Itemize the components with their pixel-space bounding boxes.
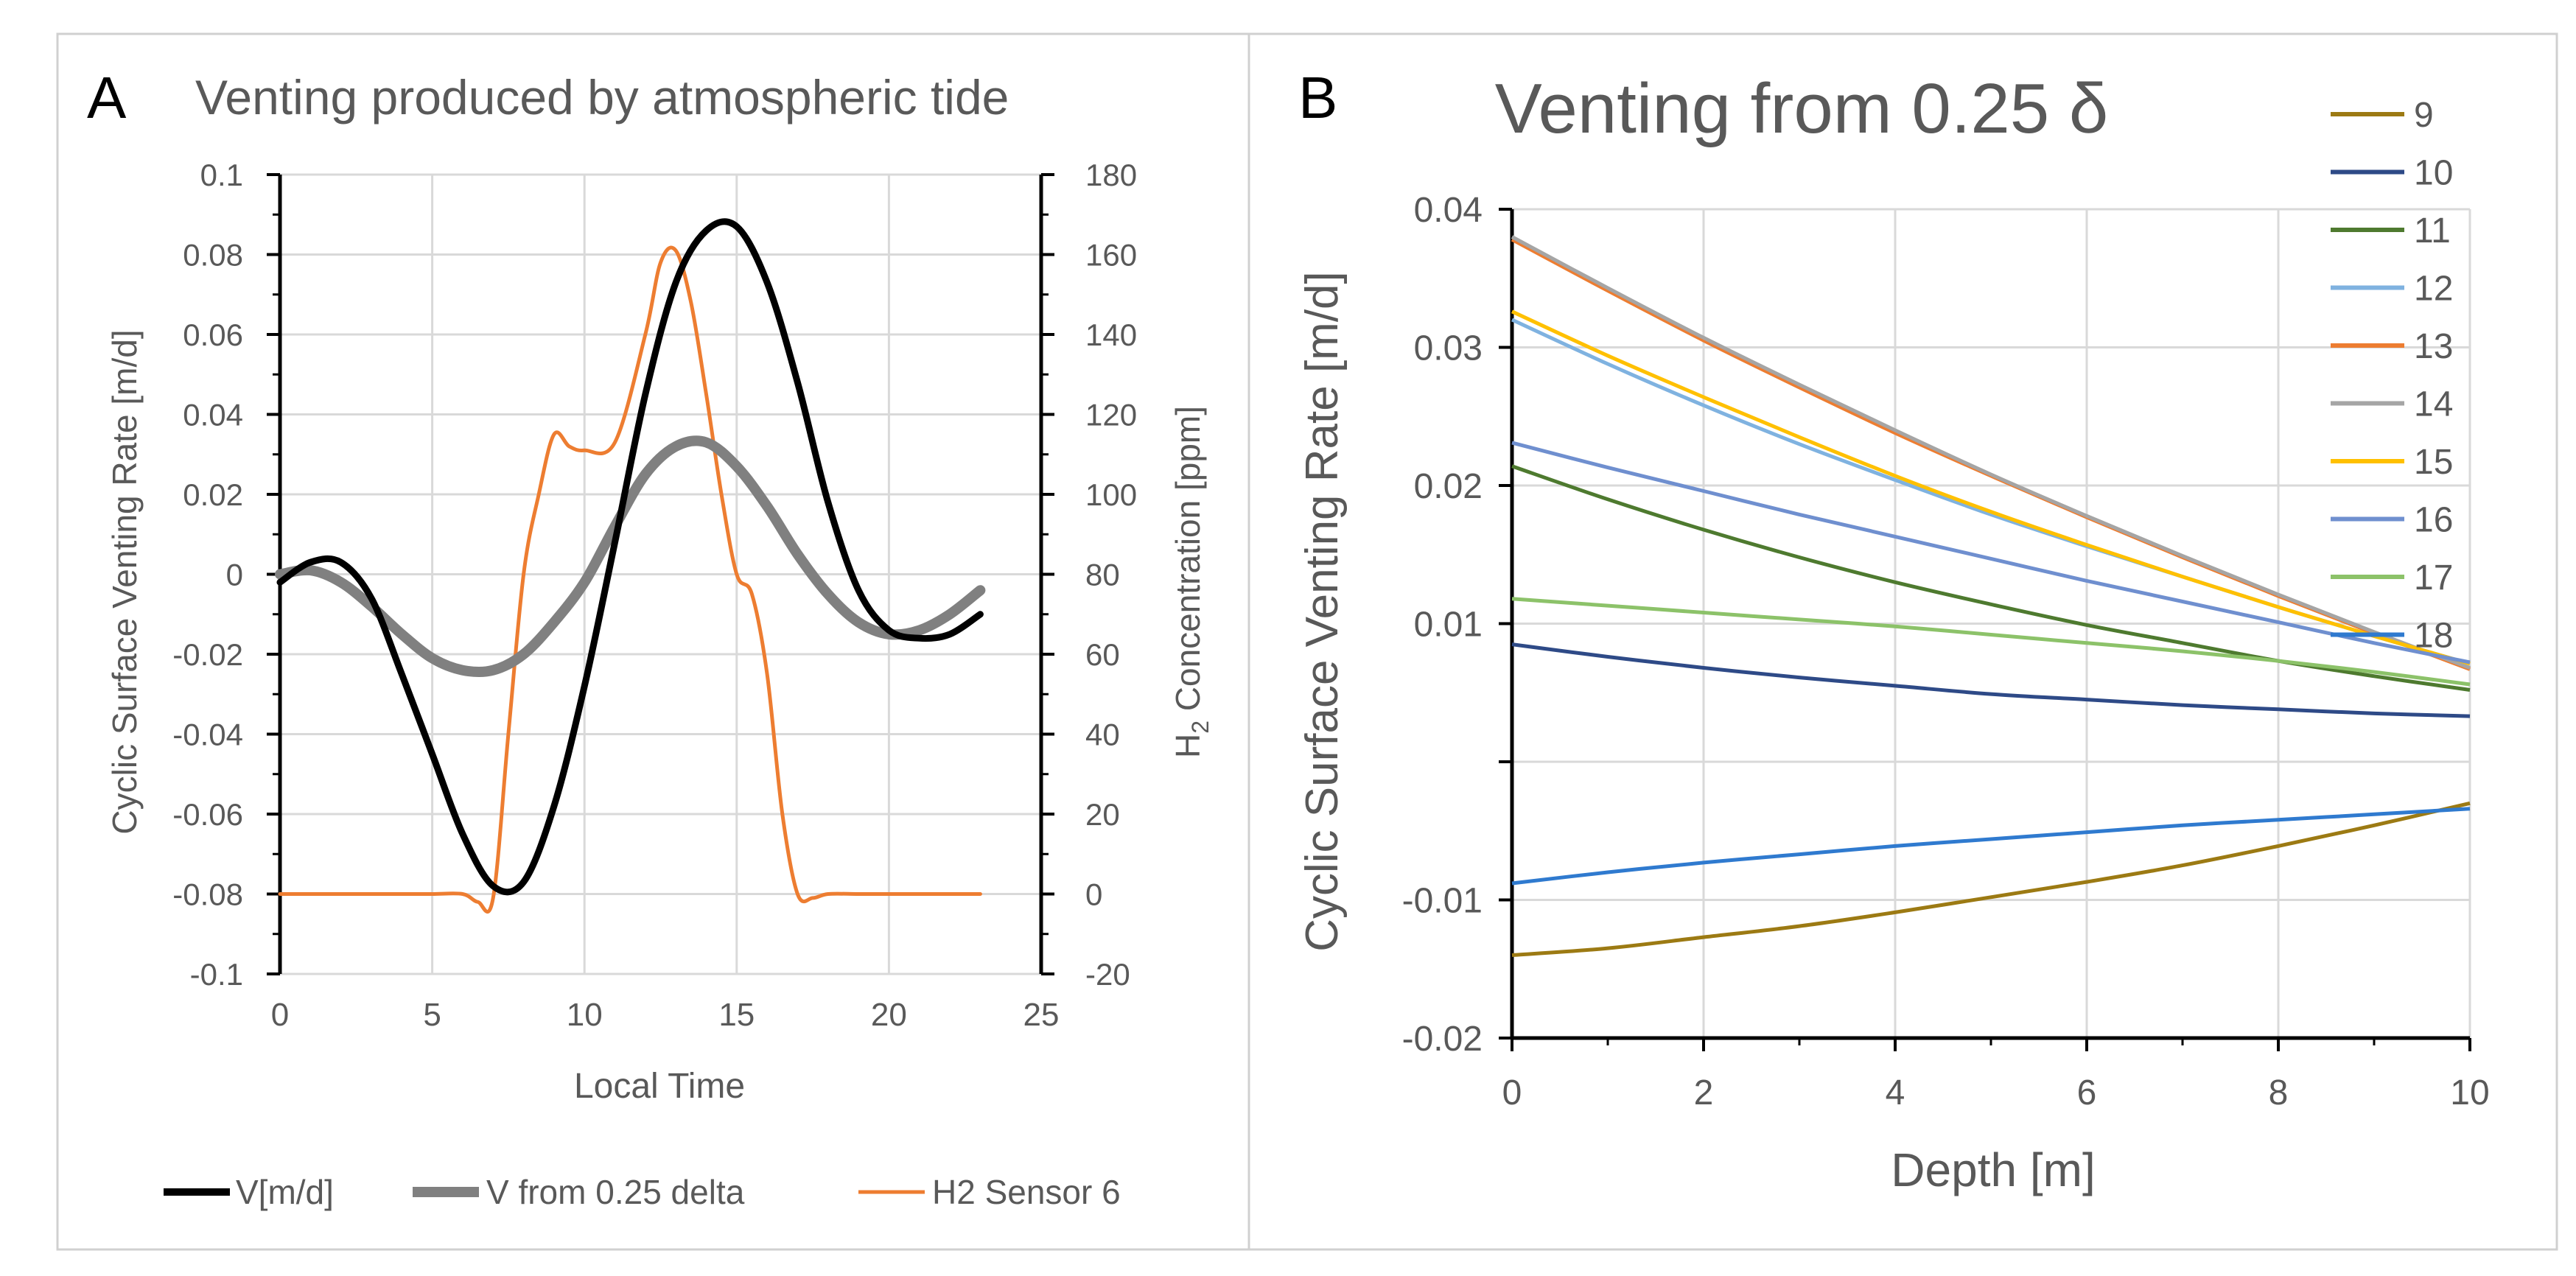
panel-a-legend: V[m/d] V from 0.25 delta H2 Sensor 6 bbox=[164, 1173, 1121, 1211]
series-line-9 bbox=[1511, 801, 2471, 957]
y-tick-label: 0 bbox=[226, 558, 243, 592]
x-tick-label: 10 bbox=[2450, 1073, 2489, 1112]
legend-label: 10 bbox=[2414, 154, 2453, 193]
x-tick-label: 15 bbox=[718, 997, 755, 1033]
legend-label: 11 bbox=[2414, 211, 2451, 250]
series-line-v-from-0-25-delta bbox=[275, 435, 986, 678]
y2-tick-label: 100 bbox=[1085, 477, 1137, 512]
series-line-v-m-d- bbox=[276, 218, 984, 896]
y-tick-label: 0.1 bbox=[200, 158, 243, 192]
panel-a-ylabel: Cyclic Surface Venting Rate [m/d] bbox=[105, 329, 144, 834]
legend-label: 18 bbox=[2414, 617, 2453, 656]
y2-tick-label: 140 bbox=[1085, 318, 1137, 352]
series-line-h2-sensor-6 bbox=[278, 245, 982, 914]
series-line-14 bbox=[1511, 235, 2471, 670]
x-tick-label: 5 bbox=[423, 997, 441, 1033]
y-tick-label: 0.02 bbox=[183, 477, 243, 512]
x-tick-label: 8 bbox=[2269, 1073, 2289, 1112]
y-tick-label: 0.01 bbox=[1414, 606, 1483, 645]
legend-label: 15 bbox=[2414, 443, 2453, 482]
y-tick-label: -0.04 bbox=[172, 718, 243, 752]
y-tick-label: 0.02 bbox=[1414, 467, 1483, 506]
y-tick-label: -0.06 bbox=[172, 797, 243, 832]
panel-a-label: A bbox=[87, 65, 127, 130]
y-tick-label: -0.01 bbox=[1402, 882, 1483, 921]
y2-tick-label: 40 bbox=[1085, 718, 1120, 752]
series-line-18 bbox=[1511, 807, 2471, 886]
legend-label: H2 Sensor 6 bbox=[932, 1173, 1121, 1211]
x-tick-label: 2 bbox=[1694, 1073, 1714, 1112]
legend-label: 14 bbox=[2414, 385, 2453, 424]
legend-label: 16 bbox=[2414, 501, 2453, 540]
y-tick-label: 0.06 bbox=[183, 318, 243, 352]
y-tick-label: 0.04 bbox=[183, 398, 243, 432]
panel-a-xlabel: Local Time bbox=[574, 1067, 745, 1106]
x-tick-label: 0 bbox=[271, 997, 289, 1033]
panel-b-series bbox=[1511, 235, 2471, 957]
x-tick-label: 25 bbox=[1023, 997, 1060, 1033]
legend-label: 13 bbox=[2414, 327, 2453, 366]
y-tick-label: 0.03 bbox=[1414, 329, 1483, 368]
panel-b-axes bbox=[1499, 208, 2471, 1051]
panel-b-grid bbox=[1512, 208, 2471, 1040]
panel-b-xlabel: Depth [m] bbox=[1891, 1143, 2095, 1196]
panel-b-title: Venting from 0.25 δ bbox=[1495, 69, 2109, 148]
y2-tick-label: 120 bbox=[1085, 398, 1137, 432]
panel-b-label: B bbox=[1298, 65, 1337, 130]
y2-tick-label: 180 bbox=[1085, 158, 1137, 192]
y-tick-label: 0.08 bbox=[183, 238, 243, 273]
x-tick-label: 10 bbox=[567, 997, 603, 1033]
legend-label: 17 bbox=[2414, 558, 2453, 597]
y-tick-label: -0.1 bbox=[190, 957, 243, 992]
series-line-10 bbox=[1511, 642, 2471, 718]
panel-a-frame bbox=[56, 32, 1250, 1251]
series-line-17 bbox=[1511, 597, 2471, 687]
legend-label: V from 0.25 delta bbox=[486, 1173, 745, 1211]
y2-tick-label: 80 bbox=[1085, 558, 1120, 592]
y2-tick-label: -20 bbox=[1085, 957, 1130, 992]
panel-b-ylabel: Cyclic Surface Venting Rate [m/d] bbox=[1297, 271, 1348, 952]
legend-label: V[m/d] bbox=[236, 1173, 334, 1211]
panel-a-y2label: H2 Concentration [ppm] bbox=[1169, 406, 1214, 758]
x-tick-label: 4 bbox=[1886, 1073, 1905, 1112]
x-tick-label: 0 bbox=[1502, 1073, 1522, 1112]
panel-a-title: Venting produced by atmospheric tide bbox=[195, 70, 1009, 125]
panel-a-series bbox=[275, 218, 986, 914]
series-line-16 bbox=[1511, 441, 2471, 665]
y-tick-label: -0.02 bbox=[172, 637, 243, 672]
y2-tick-label: 160 bbox=[1085, 238, 1137, 273]
panel-b-tick-labels: 0 2 4 6 8 10 -0.02 -0.01 0.01 0.02 0.03 0.04 bbox=[1402, 191, 2490, 1112]
y-tick-label: -0.02 bbox=[1402, 1020, 1483, 1059]
panel-a-tick-labels: 0 5 10 15 20 25 -0.1 -20 -0.08 0 -0.06 20 -0.04 40 -0.… bbox=[172, 158, 1137, 1033]
panel-b-legend: 9 10 11 12 13 14 15 16 17 18 bbox=[2331, 96, 2453, 656]
series-line-15 bbox=[1511, 309, 2471, 666]
y2-tick-label: 20 bbox=[1085, 797, 1120, 832]
y2-tick-label: 0 bbox=[1085, 877, 1102, 912]
legend-label: 9 bbox=[2414, 96, 2434, 135]
legend-label: 12 bbox=[2414, 270, 2453, 309]
x-tick-label: 6 bbox=[2077, 1073, 2097, 1112]
y-tick-label: 0.04 bbox=[1414, 191, 1483, 230]
x-tick-label: 20 bbox=[871, 997, 907, 1033]
panel-b-frame bbox=[1247, 32, 2558, 1251]
y2-tick-label: 60 bbox=[1085, 637, 1120, 672]
y-tick-label: -0.08 bbox=[172, 877, 243, 912]
